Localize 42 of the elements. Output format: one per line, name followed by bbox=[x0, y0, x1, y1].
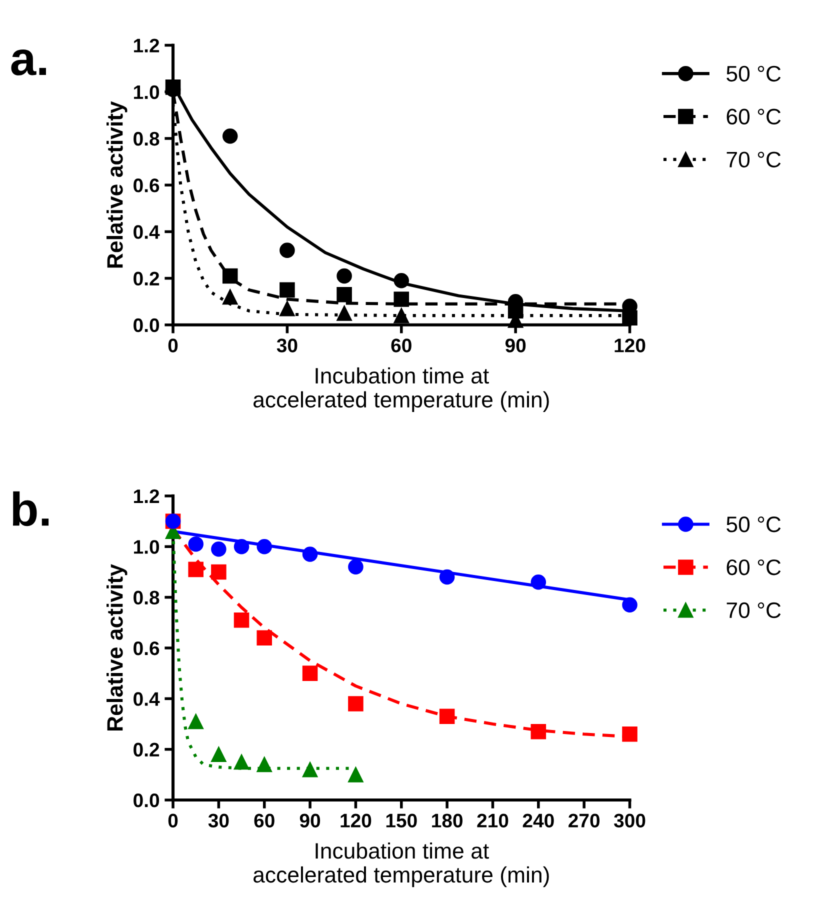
y-tick-label: 0.8 bbox=[134, 590, 160, 605]
legend-label: 60 °C bbox=[726, 559, 781, 576]
y-tick-label: 0.8 bbox=[134, 132, 160, 146]
x-tick-label: 90 bbox=[300, 814, 320, 828]
legend-label: 50 °C bbox=[726, 516, 781, 532]
x-tick-label: 240 bbox=[522, 814, 554, 828]
y-axis-title: Relative activity bbox=[106, 564, 128, 730]
x-tick-label: 60 bbox=[254, 814, 274, 828]
y-tick-label: 1.0 bbox=[134, 540, 160, 554]
y-tick-label: 1.2 bbox=[134, 489, 160, 503]
chart-title: b. bbox=[12, 491, 49, 526]
x-tick-label: 90 bbox=[505, 338, 526, 352]
x-tick-label: 210 bbox=[477, 814, 508, 828]
y-tick-label: 0.6 bbox=[134, 641, 160, 656]
legend-label: 50 °C bbox=[726, 66, 781, 82]
chart-title: a. bbox=[11, 50, 46, 76]
x-tick-label: 180 bbox=[432, 814, 462, 828]
y-axis-title: Relative activity bbox=[106, 101, 128, 268]
x-tick-label: 30 bbox=[276, 338, 298, 352]
y-tick-label: 0.4 bbox=[134, 225, 160, 239]
x-tick-label: 120 bbox=[340, 814, 372, 828]
x-tick-label: 120 bbox=[614, 338, 646, 352]
y-tick-label: 0.0 bbox=[134, 793, 160, 808]
y-tick-label: 0.6 bbox=[134, 178, 160, 192]
x-tick-label: 30 bbox=[208, 814, 229, 828]
x-tick-label: 300 bbox=[614, 814, 646, 828]
legend-label: 60 °C bbox=[726, 108, 781, 125]
x-tick-label: 270 bbox=[568, 814, 600, 828]
y-tick-label: 0.2 bbox=[134, 742, 160, 757]
y-tick-label: 1.0 bbox=[134, 85, 160, 100]
y-tick-label: 0.4 bbox=[134, 692, 160, 706]
legend-label: 70 °C bbox=[726, 602, 781, 618]
x-tick-label: 60 bbox=[391, 338, 412, 352]
x-tick-label: 150 bbox=[386, 814, 417, 828]
legend-label: 70 °C bbox=[726, 152, 781, 168]
y-tick-label: 1.2 bbox=[134, 38, 160, 52]
y-tick-label: 0.2 bbox=[134, 272, 160, 286]
x-axis-title: Incubation time at accelerated temperature (min) bbox=[254, 842, 549, 888]
x-tick-label: 0 bbox=[168, 338, 178, 352]
x-axis-title: Incubation time at accelerated temperature (min) bbox=[254, 367, 549, 412]
y-tick-label: 0.0 bbox=[134, 318, 160, 332]
x-tick-label: 0 bbox=[168, 814, 178, 828]
